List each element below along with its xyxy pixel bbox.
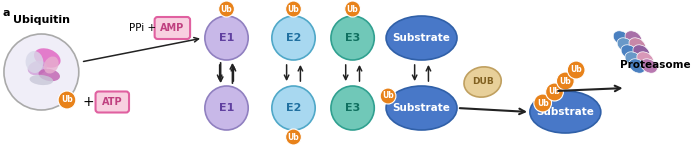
Ellipse shape (633, 45, 650, 59)
Text: Ubiquitin: Ubiquitin (13, 15, 70, 25)
FancyArrowPatch shape (558, 86, 620, 91)
Ellipse shape (386, 86, 457, 130)
Circle shape (286, 1, 301, 17)
Text: Ub: Ub (382, 92, 394, 101)
Ellipse shape (38, 69, 60, 81)
Text: E3: E3 (345, 103, 360, 113)
Ellipse shape (621, 45, 638, 59)
Circle shape (219, 1, 234, 17)
Circle shape (205, 86, 248, 130)
Text: Ub: Ub (549, 87, 560, 96)
Text: ATP: ATP (102, 97, 123, 107)
Ellipse shape (29, 75, 53, 85)
Text: AMP: AMP (160, 23, 185, 33)
FancyArrowPatch shape (427, 66, 431, 81)
Circle shape (4, 34, 79, 110)
Text: +: + (83, 95, 95, 109)
Text: a: a (3, 8, 10, 18)
Circle shape (534, 94, 551, 112)
FancyArrowPatch shape (230, 65, 235, 83)
Ellipse shape (44, 56, 59, 74)
Circle shape (380, 88, 396, 104)
Text: E1: E1 (219, 103, 234, 113)
FancyArrowPatch shape (217, 65, 222, 80)
FancyArrowPatch shape (298, 66, 302, 81)
Text: E2: E2 (286, 33, 301, 43)
Text: Proteasome: Proteasome (620, 60, 690, 70)
Ellipse shape (629, 59, 645, 73)
Text: Ub: Ub (288, 132, 300, 141)
Text: DUB: DUB (472, 77, 493, 87)
Text: Ub: Ub (221, 5, 232, 13)
FancyBboxPatch shape (155, 17, 190, 39)
Circle shape (58, 91, 76, 109)
Circle shape (272, 16, 315, 60)
Text: Ub: Ub (288, 5, 300, 13)
FancyArrowPatch shape (84, 38, 199, 61)
Text: Ub: Ub (346, 5, 358, 13)
FancyBboxPatch shape (95, 92, 129, 112)
Ellipse shape (637, 52, 654, 66)
FancyArrowPatch shape (413, 65, 417, 80)
Text: Ub: Ub (537, 98, 549, 108)
Circle shape (546, 83, 563, 101)
FancyArrowPatch shape (344, 65, 348, 80)
Text: Ub: Ub (61, 95, 73, 104)
Ellipse shape (617, 38, 634, 52)
Ellipse shape (34, 48, 61, 68)
Circle shape (331, 86, 374, 130)
FancyArrowPatch shape (358, 66, 362, 81)
Text: Substrate: Substrate (537, 107, 595, 117)
Ellipse shape (625, 31, 642, 45)
Circle shape (205, 16, 248, 60)
Text: E1: E1 (219, 33, 234, 43)
Circle shape (331, 16, 374, 60)
Circle shape (556, 72, 574, 90)
Circle shape (345, 1, 360, 17)
FancyArrowPatch shape (460, 108, 525, 114)
FancyArrowPatch shape (231, 66, 236, 81)
Circle shape (286, 129, 301, 145)
Ellipse shape (26, 51, 43, 73)
Text: PPi +: PPi + (129, 23, 156, 33)
Text: Ub: Ub (560, 77, 572, 85)
Ellipse shape (28, 61, 47, 75)
Text: Substrate: Substrate (392, 103, 450, 113)
Circle shape (272, 86, 315, 130)
Text: E2: E2 (286, 103, 301, 113)
Ellipse shape (629, 38, 645, 52)
Ellipse shape (625, 52, 642, 66)
FancyArrowPatch shape (284, 65, 289, 80)
Text: Substrate: Substrate (392, 33, 450, 43)
Ellipse shape (464, 67, 501, 97)
Text: E3: E3 (345, 33, 360, 43)
Circle shape (567, 61, 585, 79)
FancyArrowPatch shape (218, 63, 223, 81)
Ellipse shape (641, 59, 657, 73)
Ellipse shape (386, 16, 457, 60)
Text: Ub: Ub (570, 66, 582, 74)
Ellipse shape (530, 91, 601, 133)
Ellipse shape (613, 31, 630, 45)
